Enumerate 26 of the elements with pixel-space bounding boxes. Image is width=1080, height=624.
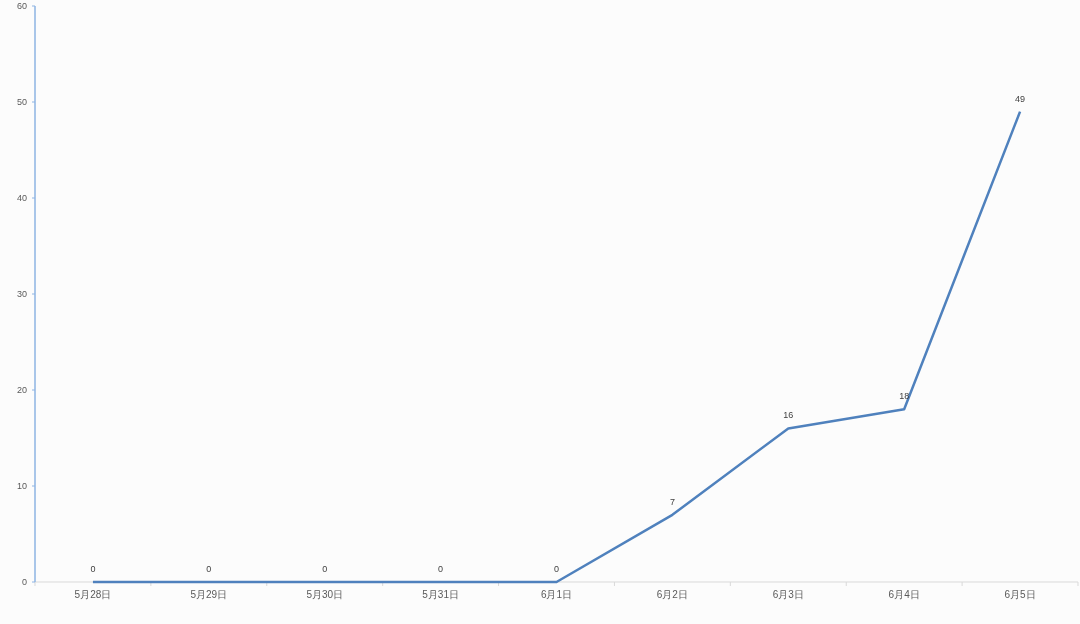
data-label: 0	[438, 564, 444, 574]
data-label: 0	[322, 564, 328, 574]
data-label: 0	[553, 564, 560, 574]
y-tick-label: 30	[16, 289, 27, 300]
data-label: 49	[1015, 93, 1026, 104]
y-tick-label: 40	[16, 193, 27, 204]
x-tick-label: 6月4日	[888, 589, 920, 600]
x-tick-label: 5月29日	[190, 589, 228, 600]
line-series	[91, 110, 1022, 584]
y-tick-label: 10	[16, 481, 27, 492]
x-tick-label: 5月30日	[306, 589, 344, 600]
x-tick-label: 6月1日	[540, 589, 573, 600]
data-label: 7	[669, 496, 675, 507]
data-label: 16	[783, 410, 794, 421]
y-tick-label: 50	[16, 97, 27, 108]
y-tick-label: 60	[16, 1, 27, 12]
y-tick-label: 0	[21, 577, 27, 588]
x-tick-label: 6月5日	[1004, 589, 1036, 600]
data-label: 0	[90, 564, 96, 574]
x-tick-label: 6月2日	[656, 589, 688, 600]
data-label: 18	[899, 391, 910, 402]
data-label: 0	[206, 564, 212, 574]
x-tick-label: 5月28日	[74, 589, 112, 600]
x-tick-label: 5月31日	[422, 589, 459, 600]
x-tick-label: 6月3日	[772, 589, 804, 600]
y-tick-label: 20	[16, 385, 27, 396]
